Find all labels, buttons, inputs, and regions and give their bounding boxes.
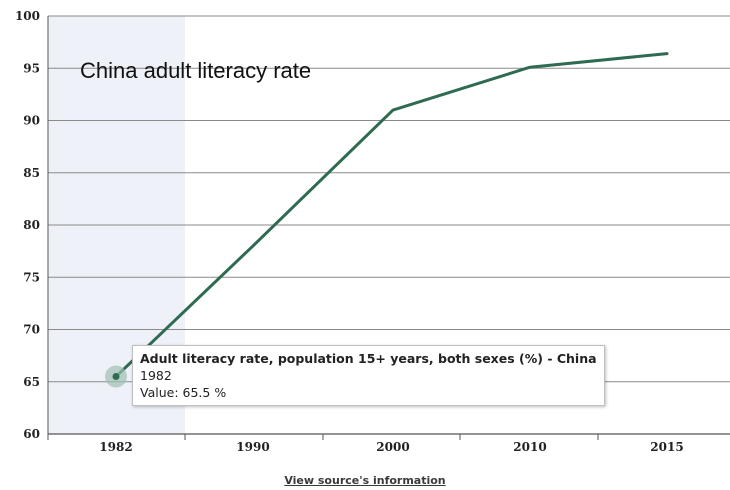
y-tick-label: 70 bbox=[23, 323, 40, 337]
data-tooltip: Adult literacy rate, population 15+ year… bbox=[132, 345, 605, 406]
y-tick-label: 85 bbox=[23, 166, 40, 180]
y-tick-label: 80 bbox=[23, 218, 40, 232]
y-tick-label: 65 bbox=[23, 375, 40, 389]
tooltip-unit: % bbox=[210, 385, 227, 400]
y-tick-label: 100 bbox=[15, 9, 40, 23]
tooltip-value: 65.5 bbox=[182, 385, 211, 400]
x-tick-label: 2000 bbox=[376, 440, 409, 454]
tooltip-value-prefix: Value: bbox=[140, 385, 183, 400]
tooltip-title: Adult literacy rate, population 15+ year… bbox=[140, 351, 597, 366]
x-tick-label: 2015 bbox=[650, 440, 683, 454]
y-tick-label: 95 bbox=[23, 61, 40, 75]
series-line bbox=[114, 52, 669, 379]
x-tick-label: 1990 bbox=[236, 440, 269, 454]
tooltip-value-row: Value: 65.5 % bbox=[140, 384, 597, 401]
data-point bbox=[112, 373, 120, 381]
y-tick-label: 60 bbox=[23, 427, 40, 441]
x-tick-label: 2010 bbox=[513, 440, 546, 454]
y-tick-label: 90 bbox=[23, 114, 40, 128]
view-source-link[interactable]: View source's information bbox=[284, 474, 446, 487]
y-tick-label: 75 bbox=[23, 270, 40, 284]
chart-title: China adult literacy rate bbox=[80, 58, 312, 83]
tooltip-year: 1982 bbox=[140, 368, 172, 383]
x-tick-label: 1982 bbox=[99, 440, 132, 454]
